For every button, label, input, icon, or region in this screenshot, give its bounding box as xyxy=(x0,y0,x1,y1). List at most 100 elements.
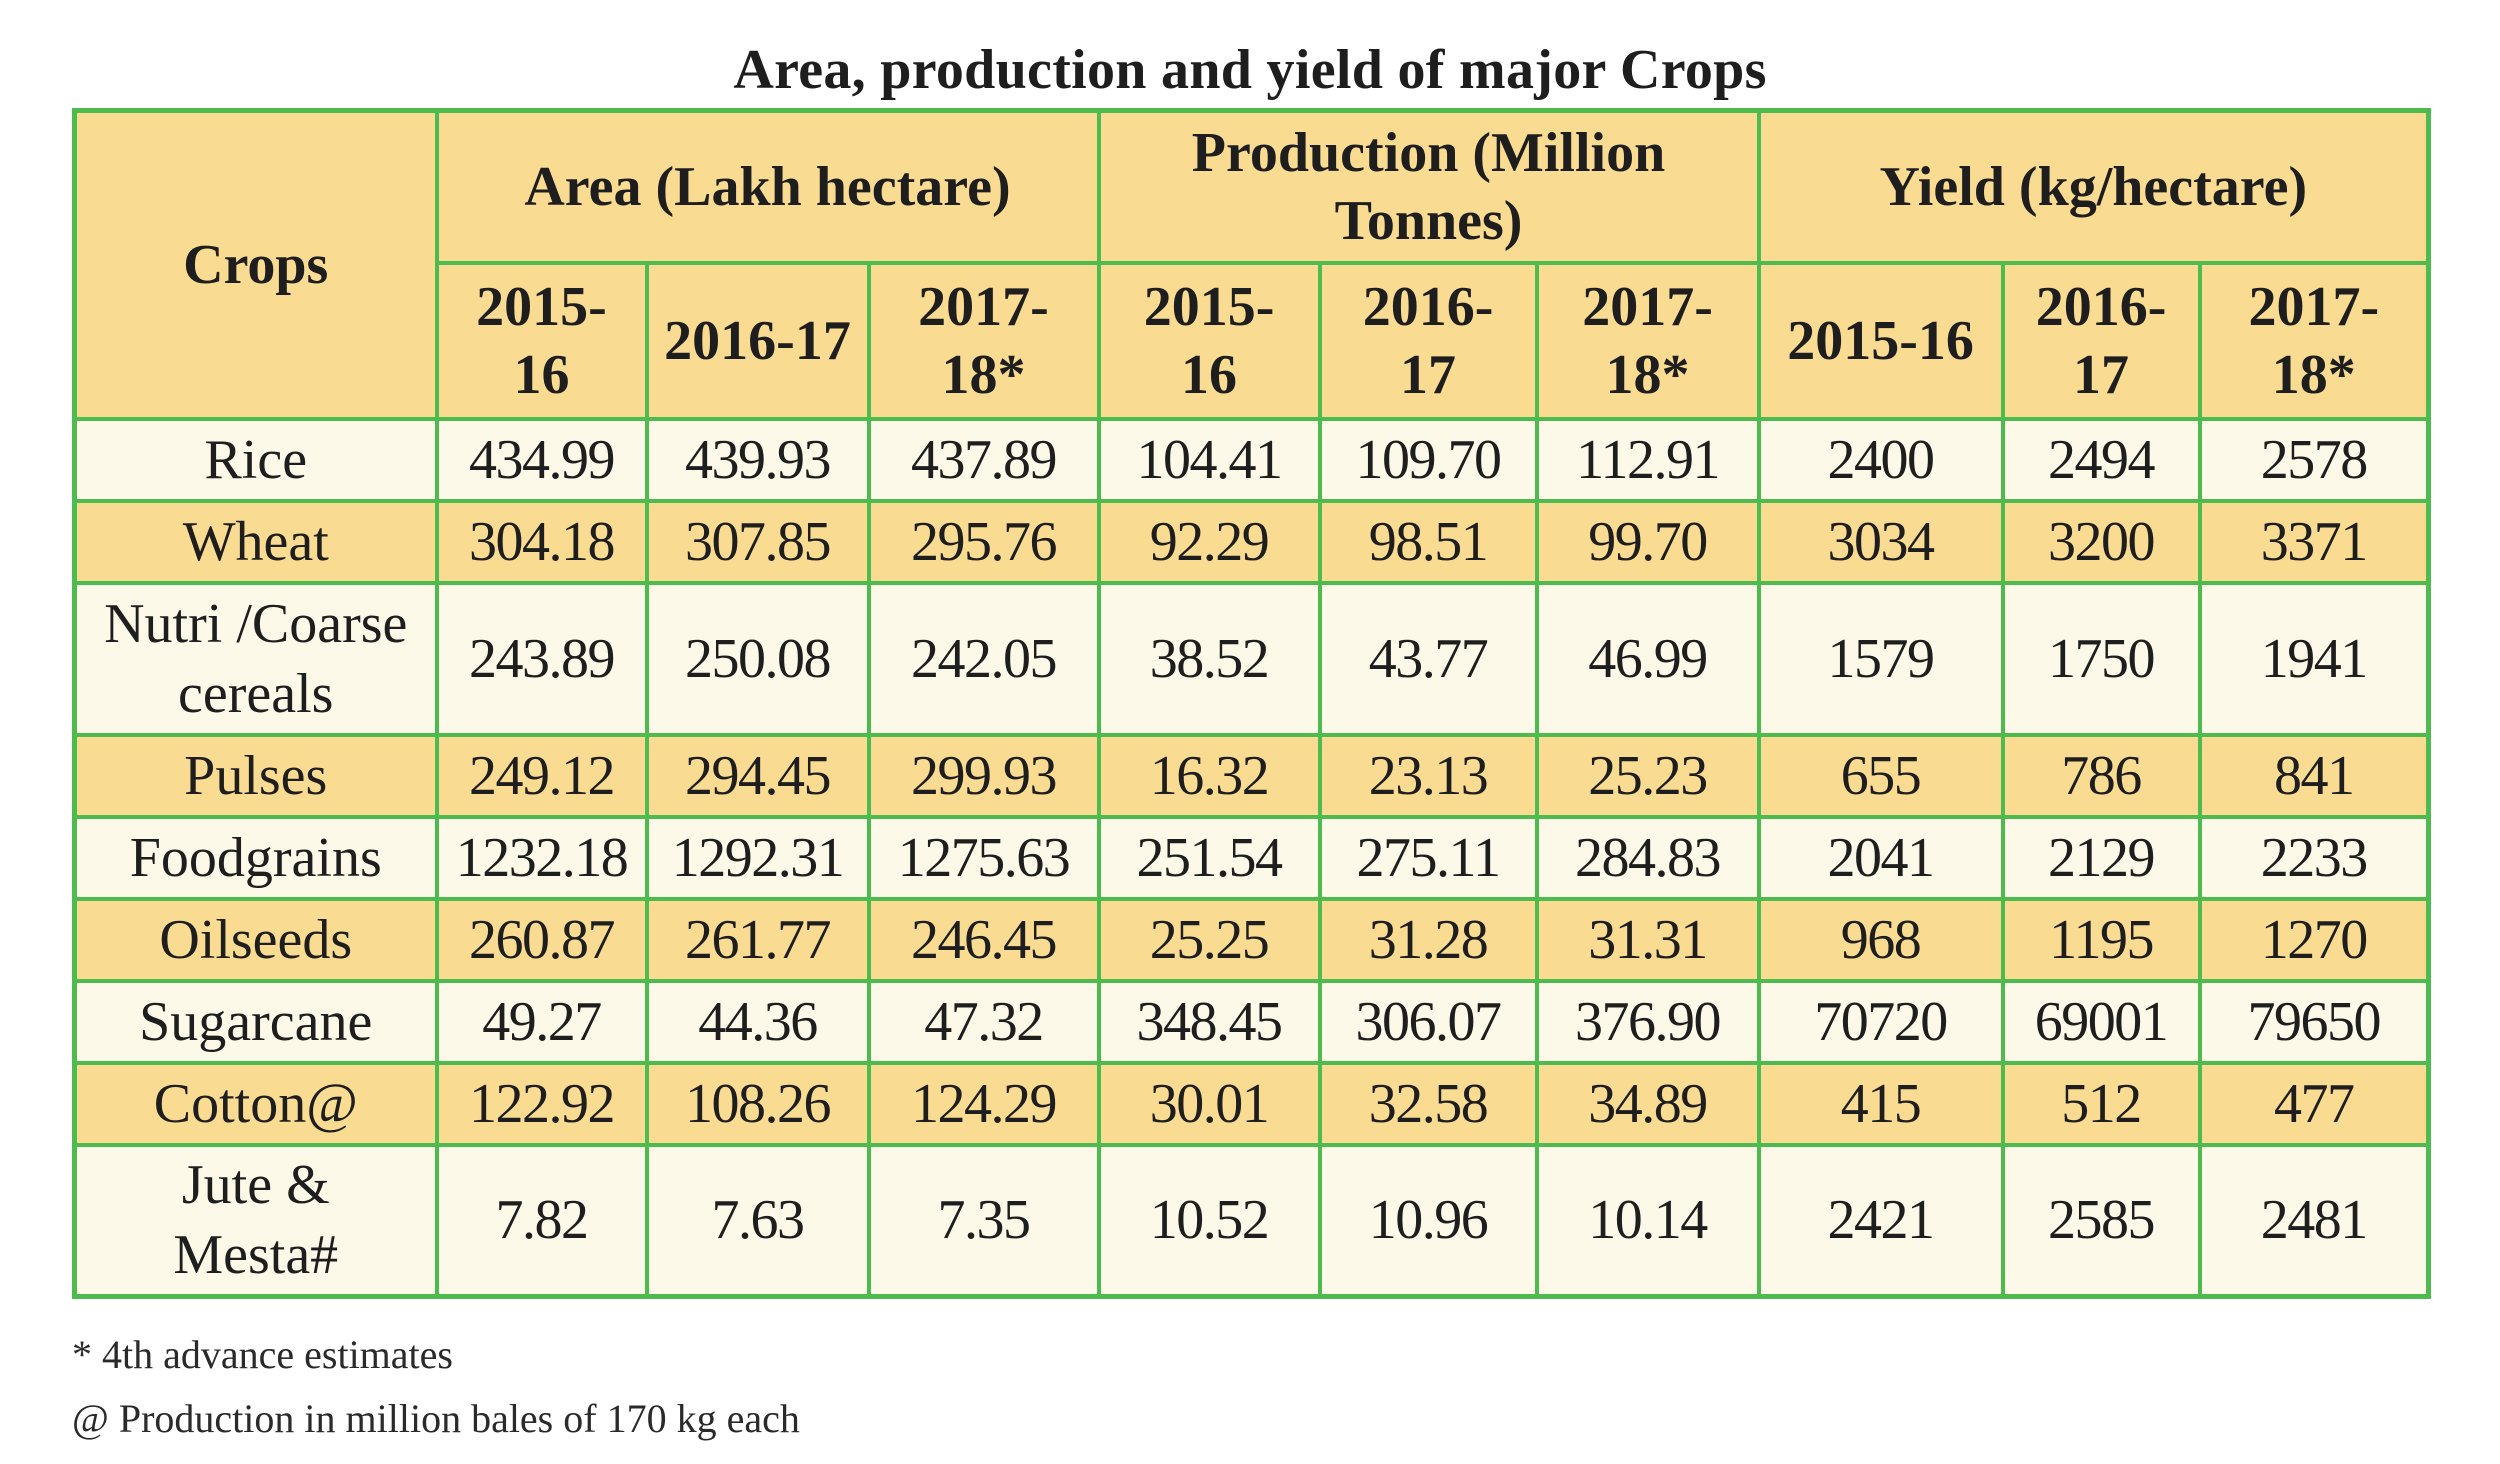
production-group-header: Production (Million Tonnes) xyxy=(1096,108,1761,265)
value-cell: 295.76 xyxy=(866,498,1101,585)
value-cell: 7.35 xyxy=(866,1142,1101,1299)
yield-group-header: Yield (kg/hectare) xyxy=(1756,108,2431,265)
value-cell: 47.32 xyxy=(866,978,1101,1065)
year-header: 2017- 18* xyxy=(2197,260,2431,421)
crop-name-cell: Jute & Mesta# xyxy=(72,1142,439,1299)
value-cell: 294.45 xyxy=(644,732,871,819)
value-cell: 415 xyxy=(1756,1060,2005,1147)
value-cell: 1270 xyxy=(2197,896,2431,983)
value-cell: 32.58 xyxy=(1317,1060,1539,1147)
value-cell: 251.54 xyxy=(1096,814,1322,901)
value-cell: 1275.63 xyxy=(866,814,1101,901)
table-row: Sugarcane 49.27 44.36 47.32 348.45 306.07 376.… xyxy=(72,978,2431,1065)
value-cell: 299.93 xyxy=(866,732,1101,819)
value-cell: 49.27 xyxy=(434,978,649,1065)
value-cell: 968 xyxy=(1756,896,2005,983)
value-cell: 1232.18 xyxy=(434,814,649,901)
header-row-years: 2015- 16 2016-17 2017- 18* 2015- 16 2016… xyxy=(75,260,2431,421)
value-cell: 1195 xyxy=(2000,896,2202,983)
crop-name-cell: Wheat xyxy=(72,498,439,585)
value-cell: 2585 xyxy=(2000,1142,2202,1299)
crops-table: Crops Area (Lakh hectare) Production (Mi… xyxy=(72,108,2432,1299)
value-cell: 1579 xyxy=(1756,580,2005,737)
value-cell: 3371 xyxy=(2197,498,2431,585)
value-cell: 2041 xyxy=(1756,814,2005,901)
value-cell: 122.92 xyxy=(434,1060,649,1147)
table-row: Rice 434.99 439.93 437.89 104.41 109.70 112.91… xyxy=(72,416,2431,503)
value-cell: 69001 xyxy=(2000,978,2202,1065)
value-cell: 2481 xyxy=(2197,1142,2431,1299)
value-cell: 284.83 xyxy=(1534,814,1761,901)
value-cell: 79650 xyxy=(2197,978,2431,1065)
header-row-groups: Crops Area (Lakh hectare) Production (Mi… xyxy=(72,108,2431,421)
crop-name-cell: Rice xyxy=(72,416,439,503)
value-cell: 2578 xyxy=(2197,416,2431,503)
table-row: Pulses 249.12 294.45 299.93 16.32 23.13 25.23 6… xyxy=(72,732,2431,819)
value-cell: 2129 xyxy=(2000,814,2202,901)
table-row: Nutri /Coarse cereals 243.89 250.08 242.05 3… xyxy=(72,580,2431,737)
value-cell: 243.89 xyxy=(434,580,649,737)
value-cell: 1750 xyxy=(2000,580,2202,737)
value-cell: 34.89 xyxy=(1534,1060,1761,1147)
value-cell: 246.45 xyxy=(866,896,1101,983)
value-cell: 16.32 xyxy=(1096,732,1322,819)
value-cell: 25.23 xyxy=(1534,732,1761,819)
table-row: Foodgrains 1232.18 1292.31 1275.63 251.54 275… xyxy=(72,814,2431,901)
value-cell: 655 xyxy=(1756,732,2005,819)
value-cell: 44.36 xyxy=(644,978,871,1065)
value-cell: 348.45 xyxy=(1096,978,1322,1065)
value-cell: 2400 xyxy=(1756,416,2005,503)
crop-name-cell: Sugarcane xyxy=(72,978,439,1065)
value-cell: 304.18 xyxy=(434,498,649,585)
value-cell: 1292.31 xyxy=(644,814,871,901)
value-cell: 477 xyxy=(2197,1060,2431,1147)
value-cell: 434.99 xyxy=(434,416,649,503)
value-cell: 30.01 xyxy=(1096,1060,1322,1147)
value-cell: 99.70 xyxy=(1534,498,1761,585)
table-row: Oilseeds 260.87 261.77 246.45 25.25 31.28 31.3… xyxy=(72,896,2431,983)
crops-column-header: Crops xyxy=(72,108,439,421)
value-cell: 306.07 xyxy=(1317,978,1539,1065)
value-cell: 7.82 xyxy=(434,1142,649,1299)
value-cell: 10.52 xyxy=(1096,1142,1322,1299)
year-header: 2016-17 xyxy=(644,260,871,421)
value-cell: 38.52 xyxy=(1096,580,1322,737)
value-cell: 250.08 xyxy=(644,580,871,737)
crop-name-cell: Pulses xyxy=(72,732,439,819)
footnote-estimates: * 4th advance estimates xyxy=(72,1332,453,1377)
table-row: Wheat 304.18 307.85 295.76 92.29 98.51 99.70 30… xyxy=(72,498,2431,585)
value-cell: 23.13 xyxy=(1317,732,1539,819)
value-cell: 124.29 xyxy=(866,1060,1101,1147)
value-cell: 3200 xyxy=(2000,498,2202,585)
area-group-header: Area (Lakh hectare) xyxy=(434,108,1101,265)
value-cell: 439.93 xyxy=(644,416,871,503)
table-body: Rice 434.99 439.93 437.89 104.41 109.70 112.91… xyxy=(72,416,2431,1299)
value-cell: 261.77 xyxy=(644,896,871,983)
value-cell: 275.11 xyxy=(1317,814,1539,901)
value-cell: 10.96 xyxy=(1317,1142,1539,1299)
value-cell: 10.14 xyxy=(1534,1142,1761,1299)
value-cell: 2421 xyxy=(1756,1142,2005,1299)
crop-name-cell: Foodgrains xyxy=(72,814,439,901)
value-cell: 249.12 xyxy=(434,732,649,819)
value-cell: 242.05 xyxy=(866,580,1101,737)
table-row: Jute & Mesta# 7.82 7.63 7.35 10.52 10.96 10.14… xyxy=(72,1142,2431,1299)
year-header: 2015- 16 xyxy=(434,260,649,421)
value-cell: 260.87 xyxy=(434,896,649,983)
value-cell: 25.25 xyxy=(1096,896,1322,983)
value-cell: 109.70 xyxy=(1317,416,1539,503)
value-cell: 3034 xyxy=(1756,498,2005,585)
table-title: Area, production and yield of major Crop… xyxy=(733,39,1767,101)
value-cell: 43.77 xyxy=(1317,580,1539,737)
value-cell: 786 xyxy=(2000,732,2202,819)
value-cell: 31.28 xyxy=(1317,896,1539,983)
table-row: Cotton@ 122.92 108.26 124.29 30.01 32.58 34.89… xyxy=(72,1060,2431,1147)
year-header: 2016- 17 xyxy=(2000,260,2202,421)
year-header: 2015- 16 xyxy=(1096,260,1322,421)
crop-name-cell: Nutri /Coarse cereals xyxy=(72,580,439,737)
value-cell: 104.41 xyxy=(1096,416,1322,503)
value-cell: 31.31 xyxy=(1534,896,1761,983)
crop-name-cell: Cotton@ xyxy=(72,1060,439,1147)
value-cell: 841 xyxy=(2197,732,2431,819)
value-cell: 92.29 xyxy=(1096,498,1322,585)
